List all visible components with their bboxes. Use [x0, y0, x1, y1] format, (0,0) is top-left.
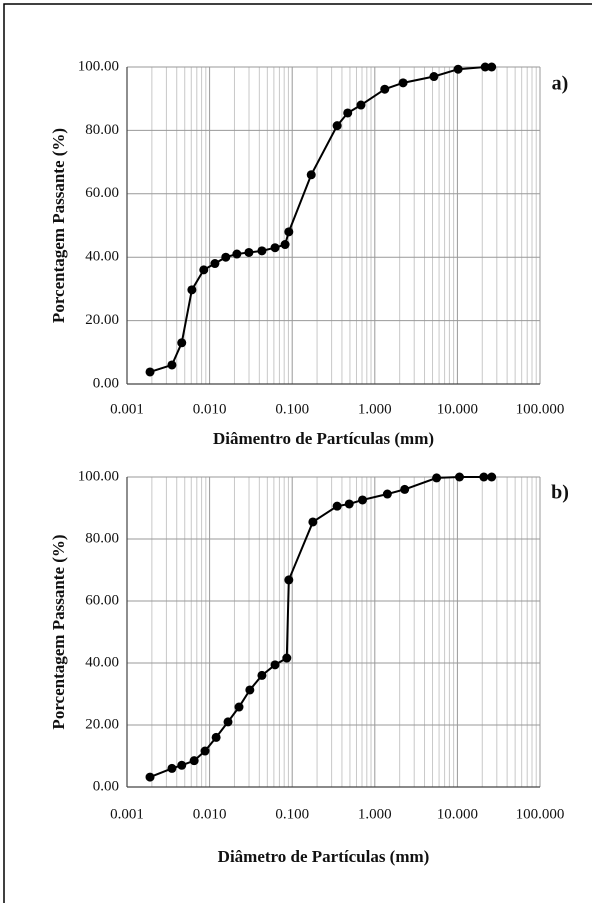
- data-point: [200, 746, 210, 756]
- data-point: [479, 472, 489, 482]
- data-point: [221, 252, 231, 262]
- x-tick-label: 10.000: [437, 806, 478, 822]
- data-point: [487, 62, 497, 72]
- data-point: [167, 360, 177, 370]
- data-point: [270, 243, 280, 253]
- x-tick-label: 100.000: [516, 401, 565, 417]
- data-point: [398, 78, 408, 88]
- data-point: [280, 240, 290, 250]
- data-point: [382, 489, 392, 499]
- y-tick-label: 0.00: [93, 778, 119, 794]
- y-tick-label: 100.00: [78, 468, 119, 484]
- data-point: [332, 501, 342, 511]
- data-point: [356, 100, 366, 110]
- y-tick-label: 60.00: [85, 592, 119, 608]
- data-point: [257, 246, 267, 256]
- x-tick-label: 0.001: [110, 806, 144, 822]
- data-point: [167, 763, 177, 773]
- data-point: [245, 685, 255, 695]
- data-point: [145, 772, 155, 782]
- y-tick-label: 20.00: [85, 716, 119, 732]
- data-point: [244, 247, 254, 257]
- panel-label: a): [552, 73, 569, 95]
- data-point: [223, 717, 233, 727]
- y-tick-label: 40.00: [85, 249, 119, 265]
- data-point: [284, 575, 294, 585]
- x-tick-label: 0.001: [110, 401, 144, 417]
- data-point: [282, 653, 292, 663]
- data-point: [145, 367, 155, 377]
- data-point: [454, 472, 464, 482]
- data-point: [432, 473, 442, 483]
- y-tick-label: 0.00: [93, 375, 119, 391]
- y-tick-label: 20.00: [85, 312, 119, 328]
- data-point: [199, 265, 209, 275]
- x-axis-title: Diâmetro de Partículas (mm): [218, 847, 430, 866]
- panel-label: b): [551, 482, 569, 504]
- data-point: [284, 227, 294, 237]
- data-point: [358, 495, 368, 505]
- data-point: [187, 285, 197, 295]
- data-point: [343, 108, 353, 118]
- data-point: [211, 732, 221, 742]
- x-tick-label: 1.000: [358, 401, 392, 417]
- y-axis-title: Porcentagem Passante (%): [49, 534, 68, 729]
- x-tick-label: 1.000: [358, 806, 392, 822]
- frame: [3, 3, 592, 903]
- x-tick-label: 0.100: [275, 401, 309, 417]
- data-point: [332, 121, 342, 131]
- x-axis-title: Diâmentro de Partículas (mm): [213, 429, 434, 448]
- y-tick-label: 80.00: [85, 122, 119, 138]
- data-point: [257, 670, 267, 680]
- data-point: [210, 259, 220, 269]
- data-point: [380, 84, 390, 94]
- data-point: [306, 170, 316, 180]
- y-tick-label: 40.00: [85, 654, 119, 670]
- data-point: [487, 472, 497, 482]
- data-point: [480, 62, 490, 72]
- data-point: [453, 64, 463, 74]
- data-point: [189, 756, 199, 766]
- data-point: [232, 249, 242, 259]
- y-axis-title: Porcentagem Passante (%): [49, 128, 68, 323]
- x-tick-label: 10.000: [437, 401, 478, 417]
- x-tick-label: 0.010: [193, 806, 227, 822]
- x-tick-label: 0.100: [275, 806, 309, 822]
- data-point: [344, 499, 354, 509]
- data-point: [270, 660, 280, 670]
- y-tick-label: 60.00: [85, 185, 119, 201]
- data-point: [177, 760, 187, 770]
- y-tick-label: 100.00: [78, 58, 119, 74]
- data-point: [308, 517, 318, 527]
- data-point: [234, 702, 244, 712]
- data-point: [400, 484, 410, 494]
- data-point: [429, 72, 439, 82]
- data-point: [177, 338, 187, 348]
- x-tick-label: 100.000: [516, 806, 565, 822]
- x-tick-label: 0.010: [193, 401, 227, 417]
- y-tick-label: 80.00: [85, 530, 119, 546]
